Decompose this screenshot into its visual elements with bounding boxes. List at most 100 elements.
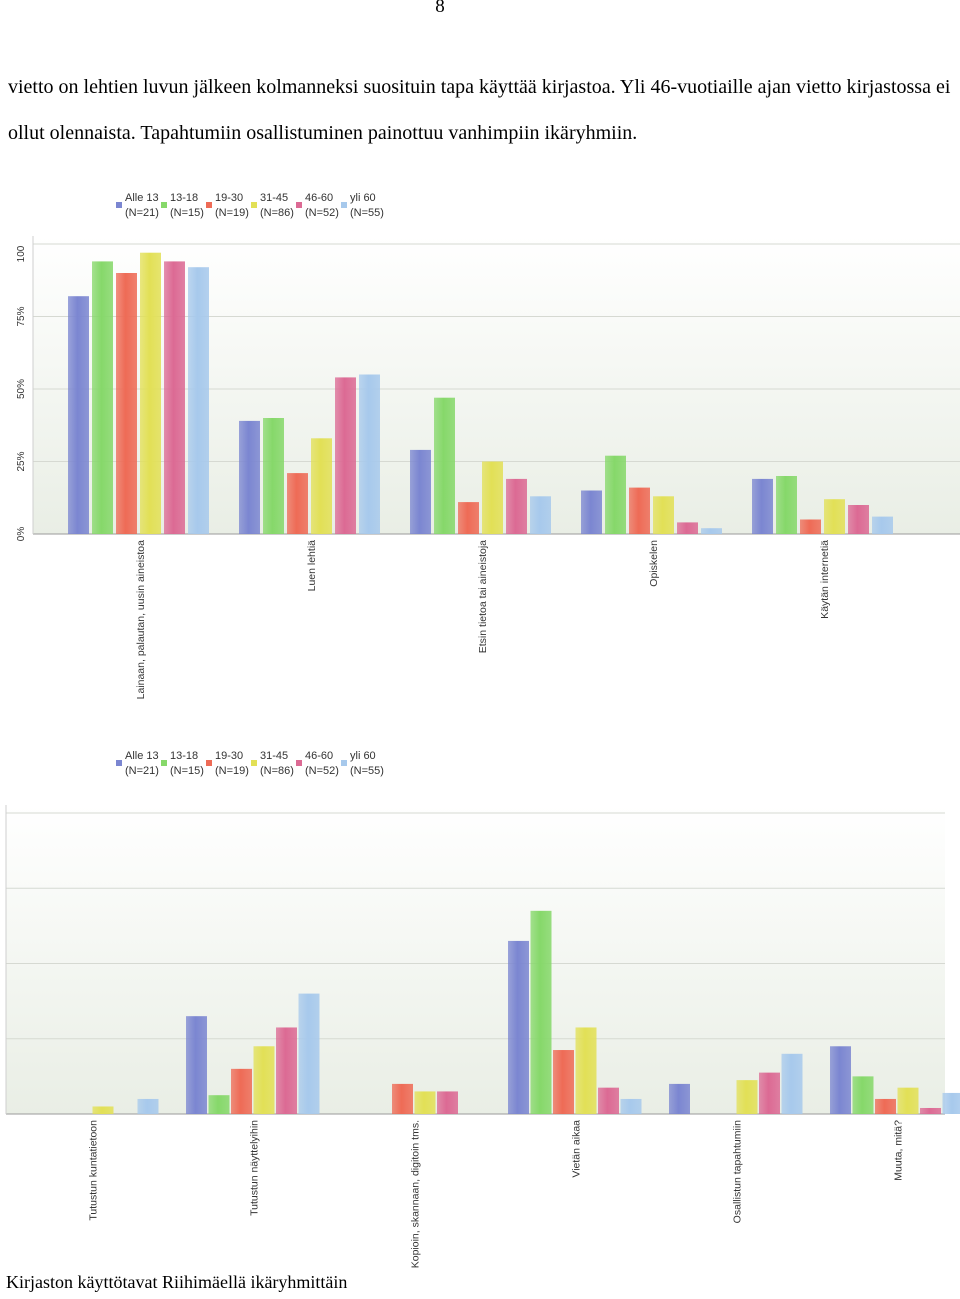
bar — [653, 496, 674, 534]
bar — [824, 499, 845, 534]
plot-area — [6, 805, 945, 1114]
footer-caption: Kirjaston käyttötavat Riihimäellä ikäryh… — [6, 1272, 348, 1292]
category-label: Luen lehtiä — [306, 540, 318, 592]
legend-n: (N=19) — [215, 765, 249, 777]
legend-label: Alle 13 — [125, 192, 159, 204]
legend-label: 13-18 — [170, 192, 198, 204]
bar — [629, 487, 650, 534]
legend-swatch — [116, 760, 122, 766]
legend-swatch — [341, 760, 347, 766]
legend-swatch — [341, 202, 347, 208]
bar — [530, 496, 551, 534]
bar — [942, 1092, 960, 1114]
chart-usage-primary: Alle 13 (N=21) 13-18 (N=15) 19-30 (N=19) 31-45… — [16, 192, 960, 699]
legend-label: 19-30 — [215, 750, 243, 762]
bar — [253, 1046, 275, 1114]
y-tick-label: 75% — [16, 306, 27, 326]
bar — [239, 420, 260, 534]
bar — [137, 1098, 159, 1114]
legend-n: (N=86) — [260, 207, 294, 219]
legend-swatch — [296, 760, 302, 766]
chart-legend: Alle 13 (N=21) 13-18 (N=15) 19-30 (N=19) 31-45… — [116, 750, 384, 777]
y-tick-label: 25% — [16, 451, 27, 471]
bar — [335, 377, 356, 534]
legend-label: 19-30 — [215, 192, 243, 204]
bar — [736, 1080, 758, 1114]
bar — [437, 1091, 458, 1114]
bar — [458, 502, 479, 534]
bar — [140, 252, 161, 534]
bar — [830, 1046, 851, 1114]
bar — [68, 296, 89, 534]
legend-swatch — [161, 202, 167, 208]
bar — [434, 397, 455, 534]
y-tick-label: 50% — [16, 379, 27, 399]
legend-n: (N=21) — [125, 207, 159, 219]
bar — [530, 910, 552, 1114]
bar — [781, 1053, 803, 1114]
bar — [553, 1050, 574, 1114]
bar — [392, 1083, 413, 1114]
legend-swatch — [161, 760, 167, 766]
bar — [752, 478, 773, 534]
legend-n: (N=21) — [125, 765, 159, 777]
body-paragraph: vietto on lehtien luvun jälkeen kolmanne… — [8, 76, 951, 144]
category-label: Muuta, mitä? — [893, 1120, 905, 1181]
legend-label: Alle 13 — [125, 750, 159, 762]
bar — [848, 505, 869, 534]
page-number: 8 — [435, 0, 445, 17]
bar — [759, 1072, 780, 1114]
bar — [620, 1098, 642, 1114]
bar — [287, 473, 308, 534]
bar — [776, 476, 797, 534]
category-label: Kopioin, skannaan, digitoin tms. — [410, 1120, 422, 1268]
bar — [164, 261, 185, 534]
bar — [508, 940, 529, 1114]
bar — [872, 516, 893, 534]
bar — [92, 1106, 114, 1114]
legend-label: 46-60 — [305, 750, 333, 762]
bar — [852, 1076, 874, 1114]
bar — [669, 1083, 690, 1114]
bar — [605, 455, 626, 534]
bar — [414, 1091, 436, 1114]
legend-swatch — [206, 760, 212, 766]
legend-n: (N=86) — [260, 765, 294, 777]
bar — [575, 1027, 597, 1114]
bar — [231, 1068, 252, 1114]
legend-swatch — [296, 202, 302, 208]
legend-swatch — [116, 202, 122, 208]
legend-label: 46-60 — [305, 192, 333, 204]
bar — [263, 418, 284, 534]
bar — [875, 1098, 896, 1114]
bar — [677, 522, 698, 534]
category-label: Etsin tietoa tai aineistoja — [477, 540, 489, 653]
legend-swatch — [206, 202, 212, 208]
legend-n: (N=52) — [305, 765, 339, 777]
legend-n: (N=15) — [170, 765, 204, 777]
bar — [920, 1107, 941, 1114]
bar — [506, 478, 527, 534]
legend-label: 31-45 — [260, 192, 288, 204]
category-label: Osallistun tapahtumiin — [732, 1120, 744, 1223]
legend-swatch — [251, 760, 257, 766]
bar — [410, 449, 431, 534]
chart-usage-secondary: Alle 13 (N=21) 13-18 (N=15) 19-30 (N=19) 31-45… — [5, 750, 960, 1268]
bar — [482, 461, 503, 534]
bar — [208, 1095, 230, 1114]
y-tick-label: 100 — [16, 245, 27, 262]
category-label: Tutustun kuntatietoon — [88, 1120, 100, 1221]
legend-label: 13-18 — [170, 750, 198, 762]
legend-n: (N=19) — [215, 207, 249, 219]
legend-n: (N=15) — [170, 207, 204, 219]
category-label: Opiskelen — [648, 540, 660, 587]
bar — [186, 1016, 207, 1114]
bar — [897, 1087, 919, 1114]
legend-n: (N=55) — [350, 207, 384, 219]
category-label: Vietän aikaa — [571, 1120, 583, 1178]
bar — [581, 490, 602, 534]
bar — [359, 374, 380, 534]
bar — [701, 528, 722, 534]
legend-n: (N=52) — [305, 207, 339, 219]
bar — [800, 519, 821, 534]
